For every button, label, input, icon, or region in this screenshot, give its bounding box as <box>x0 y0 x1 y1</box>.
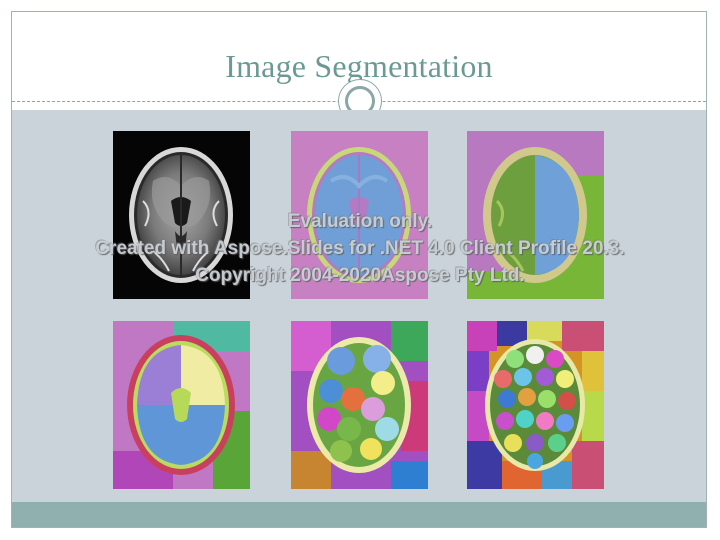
segmentation-six-regions-image <box>113 321 250 489</box>
segmentation-many-regions-image <box>291 321 428 489</box>
segmentation-two-regions-image <box>291 131 428 299</box>
slide-title: Image Segmentation <box>225 48 493 84</box>
segmentation-four-regions-image <box>467 131 604 299</box>
segmentation-superpixels-image <box>467 321 604 489</box>
footer-band <box>12 502 706 527</box>
mri-scan-image <box>113 131 250 299</box>
